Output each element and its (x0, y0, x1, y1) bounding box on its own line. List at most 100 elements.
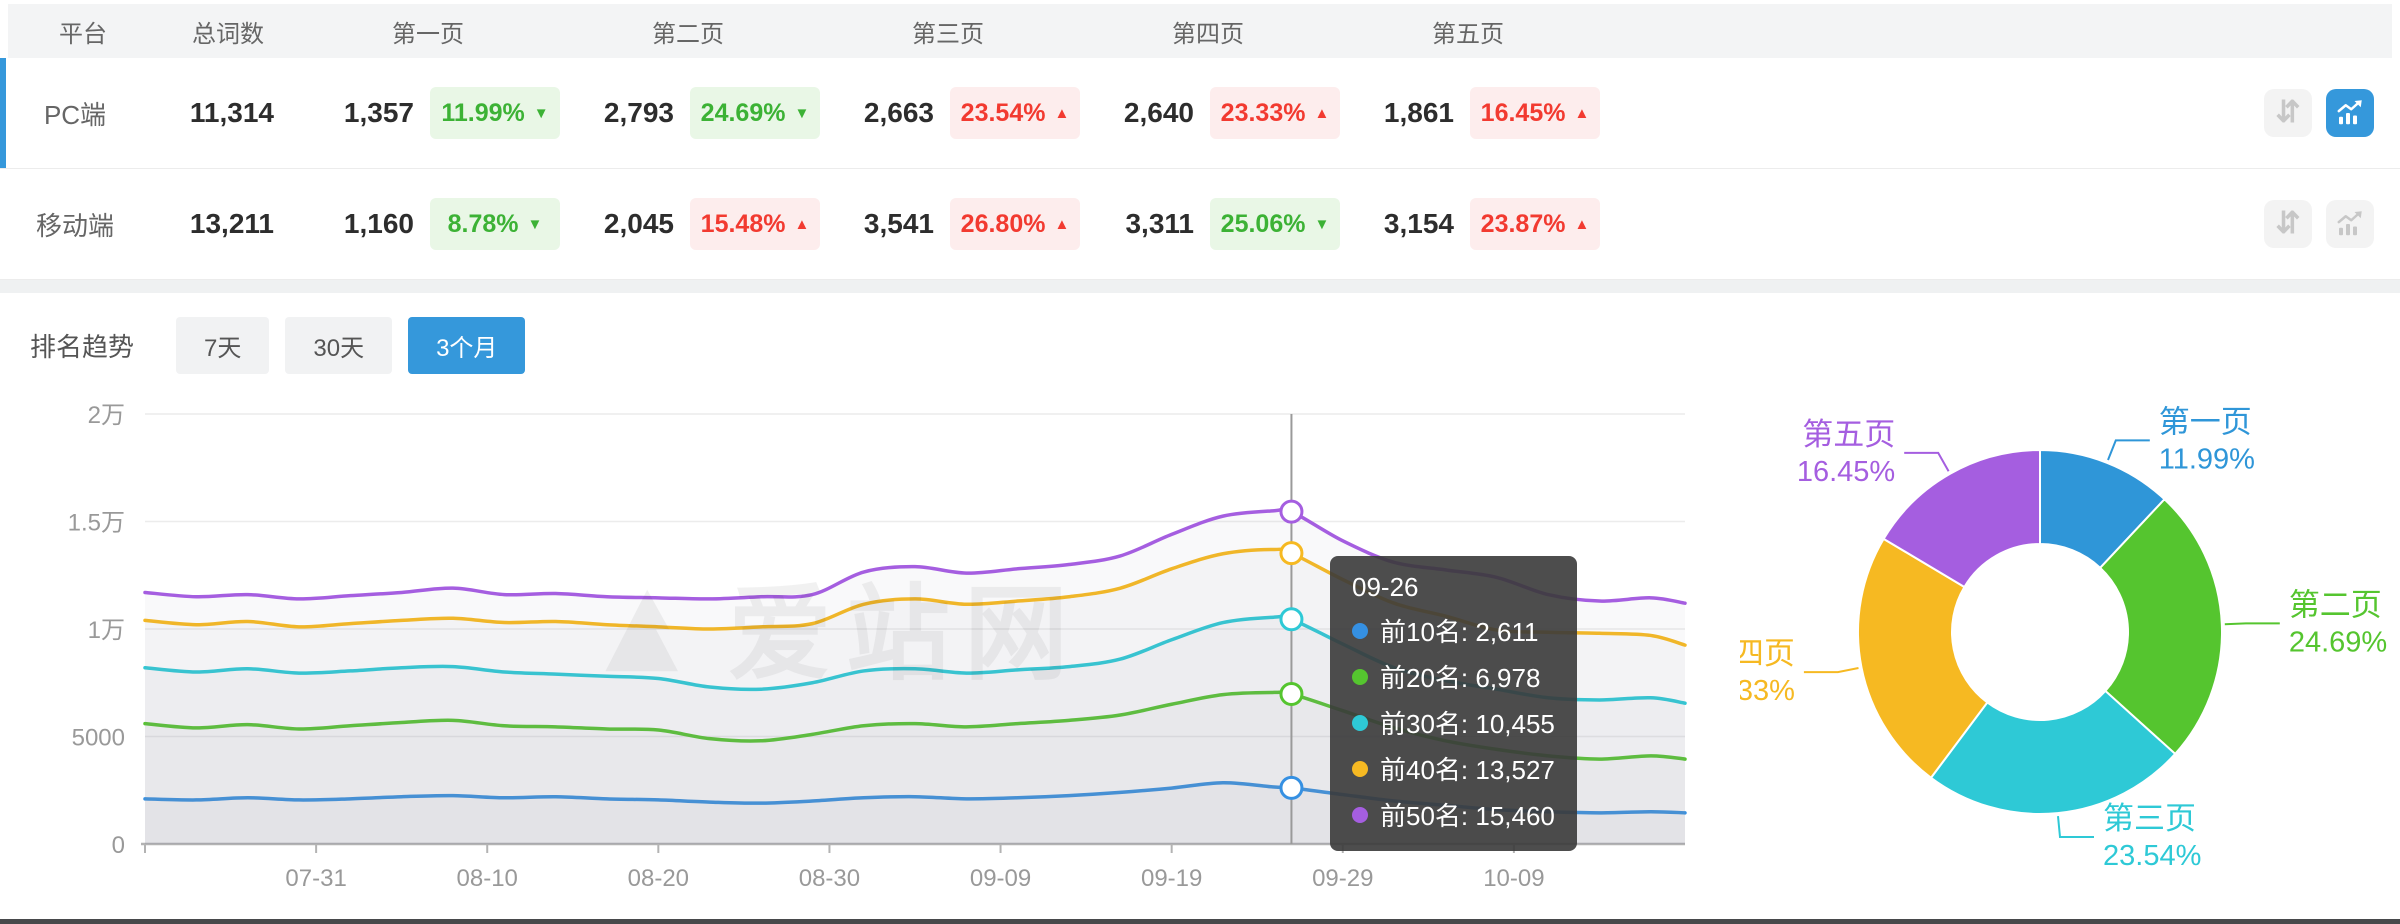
show-trend-button[interactable] (2326, 89, 2374, 137)
donut-label-percent: 11.99% (2159, 443, 2255, 475)
x-axis-label: 09-09 (970, 865, 1031, 892)
crosshair-marker-前40名 (1279, 541, 1304, 566)
pct-value: 23.87% (1480, 209, 1566, 238)
arrow-up-icon: ▲ (1574, 215, 1590, 233)
page2-pct-badge: 15.48% ▲ (690, 198, 820, 250)
donut-label-line (2107, 439, 2150, 461)
page1-pct-cell: 8.78% ▼ (430, 198, 560, 250)
tab-range-7天[interactable]: 7天 (176, 317, 270, 374)
arrow-up-icon: ▲ (1314, 104, 1330, 122)
donut-slice-第三页[interactable] (1929, 689, 2177, 815)
arrow-up-icon: ▲ (1054, 215, 1070, 233)
window-bottom-edge (0, 919, 2400, 924)
crosshair-marker-前50名 (1279, 499, 1304, 524)
page3-pct-badge: 23.54% ▲ (950, 87, 1080, 139)
page4-pct-badge: 23.33% ▲ (1210, 87, 1340, 139)
total-words-value: 11,314 (189, 97, 274, 128)
donut-label-name: 第五页 (1802, 417, 1895, 452)
donut-label-percent: 23.54% (2103, 840, 2201, 872)
page5-pct-cell: 23.87% ▲ (1470, 198, 1600, 250)
trend-title: 排名趋势 (30, 332, 135, 362)
line-chart-canvas[interactable]: 0 5000 1万 1.5万 2万 07-31 08-10 08-20 08-30 09-09 09… (0, 384, 1740, 924)
page4-count: 3,311 (1125, 208, 1194, 239)
page1-pct-badge: 11.99% ▼ (430, 87, 560, 139)
page3-count: 2,663 (863, 97, 934, 128)
donut-slice-第四页[interactable] (1857, 537, 1989, 780)
y-axis-label: 0 (112, 832, 125, 859)
trend-line-chart[interactable]: 爱站网 050001万1.5万2万07-3108-1008-2008-3009-… (0, 384, 1740, 924)
page4-pct-badge: 25.06% ▼ (1210, 198, 1340, 250)
row-actions: ⇵ (2230, 89, 2400, 137)
col-header-page3: 第三页 (912, 20, 984, 48)
sort-arrows-icon: ⇵ (2275, 96, 2301, 129)
page2-pct-cell: 24.69% ▼ (690, 87, 820, 139)
donut-label-line (1904, 451, 1950, 472)
x-axis-label: 09-19 (1141, 865, 1202, 892)
y-axis-label: 5000 (72, 725, 125, 752)
show-trend-button[interactable] (2326, 200, 2374, 248)
donut-label-line (1803, 667, 1859, 674)
page3-count: 3,541 (863, 208, 934, 239)
platform-label: 移动端 (35, 210, 114, 241)
page4-count: 2,640 (1123, 97, 1194, 128)
donut-label-line (2224, 622, 2280, 626)
charts-row: 爱站网 050001万1.5万2万07-3108-1008-2008-3009-… (0, 384, 2400, 924)
y-axis-label: 1.5万 (68, 510, 125, 537)
rank-table-body: PC端 11,314 1,357 11.99% ▼ 2,793 24.69% ▼ 2,663 23… (0, 58, 2400, 280)
page1-count: 1,160 (343, 208, 414, 239)
arrow-up-icon: ▲ (794, 215, 810, 233)
page3-pct-cell: 23.54% ▲ (950, 87, 1080, 139)
x-axis-label: 08-30 (799, 865, 860, 892)
section-divider (0, 280, 2400, 293)
col-header-page1: 第一页 (392, 20, 464, 48)
page-share-donut-chart[interactable]: 第一页 11.99% 第二页 24.69% 第三页 23.54% 第四页 23.33% 第五页 1… (1697, 384, 2400, 924)
col-header-platform: 平台 (59, 20, 107, 48)
x-axis-label: 08-20 (628, 865, 689, 892)
platform-label: PC端 (43, 99, 107, 130)
pct-value: 11.99% (441, 98, 525, 127)
page5-pct-badge: 16.45% ▲ (1470, 87, 1600, 139)
pct-value: 23.54% (960, 98, 1046, 127)
pct-value: 15.48% (700, 209, 786, 238)
pct-value: 8.78% (447, 209, 519, 238)
pct-value: 24.69% (700, 98, 786, 127)
arrow-up-icon: ▲ (1054, 104, 1070, 122)
col-header-total-words: 总词数 (192, 20, 264, 48)
page3-pct-cell: 26.80% ▲ (950, 198, 1080, 250)
sort-button[interactable]: ⇵ (2264, 200, 2312, 248)
x-axis-label: 09-29 (1312, 865, 1373, 892)
page2-count: 2,045 (603, 208, 674, 239)
page1-pct-badge: 8.78% ▼ (430, 198, 560, 250)
donut-label-percent: 24.69% (2289, 626, 2387, 658)
pct-value: 25.06% (1220, 209, 1306, 238)
platform-row-pc[interactable]: PC端 11,314 1,357 11.99% ▼ 2,793 24.69% ▼ 2,663 23… (0, 58, 2400, 169)
pct-value: 16.45% (1480, 98, 1566, 127)
donut-slice-第二页[interactable] (2098, 497, 2223, 756)
arrow-up-icon: ▲ (1574, 104, 1590, 122)
page4-pct-cell: 25.06% ▼ (1210, 198, 1340, 250)
donut-slice-第五页[interactable] (1882, 448, 2041, 589)
donut-label-name: 第三页 (2103, 801, 2196, 836)
pct-value: 23.33% (1220, 98, 1306, 127)
sort-button[interactable]: ⇵ (2264, 89, 2312, 137)
arrow-down-icon: ▼ (794, 104, 810, 122)
donut-chart-canvas[interactable]: 第一页 11.99% 第二页 24.69% 第三页 23.54% 第四页 23.33% 第五页 1… (1697, 384, 2400, 924)
page2-count: 2,793 (603, 97, 674, 128)
trend-chart-icon (2337, 211, 2362, 236)
total-words-value: 13,211 (189, 208, 274, 239)
tab-range-3个月[interactable]: 3个月 (408, 317, 526, 374)
arrow-down-icon: ▼ (1314, 215, 1330, 233)
y-axis-label: 2万 (88, 402, 125, 429)
page5-count: 3,154 (1383, 208, 1454, 239)
page4-pct-cell: 23.33% ▲ (1210, 87, 1340, 139)
page2-pct-badge: 24.69% ▼ (690, 87, 820, 139)
col-header-page4: 第四页 (1172, 20, 1244, 48)
col-header-page2: 第二页 (652, 20, 724, 48)
x-axis-label: 07-31 (285, 865, 346, 892)
platform-row-mobile[interactable]: 移动端 13,211 1,160 8.78% ▼ 2,045 15.48% ▲ 3,541 26.… (0, 169, 2400, 280)
trend-range-tabs: 7天 30天 3个月 (160, 317, 526, 374)
crosshair-marker-前20名 (1279, 681, 1304, 706)
page2-pct-cell: 15.48% ▲ (690, 198, 820, 250)
tab-range-30天[interactable]: 30天 (285, 317, 393, 374)
